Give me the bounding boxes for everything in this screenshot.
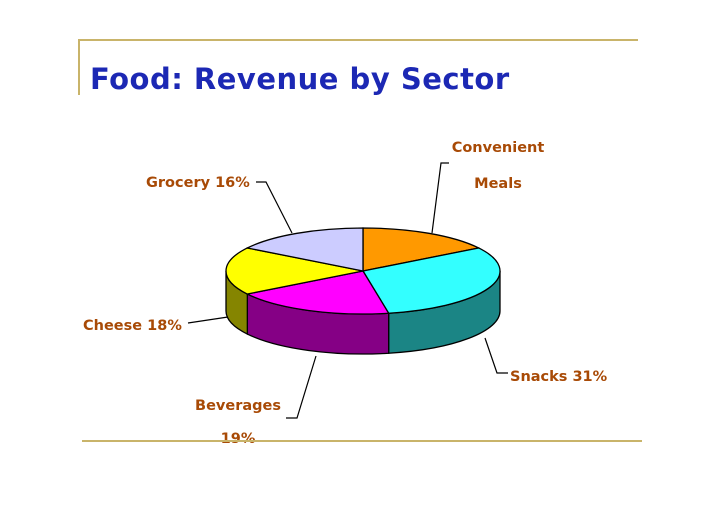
slice-label: Meals [474, 176, 522, 192]
slice-snacks [361, 247, 501, 314]
slice-label: Convenient [452, 140, 545, 156]
slice-beverages [245, 270, 390, 315]
leader-line [187, 316, 229, 324]
slice-label: 19% [221, 431, 256, 447]
slice-cheese [225, 247, 364, 295]
slice-label: Grocery 16% [146, 175, 250, 191]
pie-sides [225, 270, 501, 355]
leader-line [286, 355, 317, 419]
pie-tops [225, 227, 501, 315]
leader-line [431, 162, 449, 234]
leader-line [484, 337, 508, 374]
slice-grocery [245, 227, 364, 272]
slide-title: Food: Revenue by Sector [90, 62, 510, 96]
leader-lines [187, 162, 508, 419]
top-rule-vertical [78, 39, 80, 95]
slice-label: Cheese 18% [83, 318, 182, 334]
slice-convenient-meals [362, 227, 481, 272]
top-rule-horizontal [78, 39, 638, 41]
bottom-rule [82, 440, 642, 442]
slice-label: Beverages [195, 398, 281, 414]
slice-labels: Convenient Meals Snacks 31% Beverages 19% Che… [83, 140, 608, 447]
slice-label: Snacks 31% [510, 369, 608, 385]
leader-line [256, 181, 293, 234]
